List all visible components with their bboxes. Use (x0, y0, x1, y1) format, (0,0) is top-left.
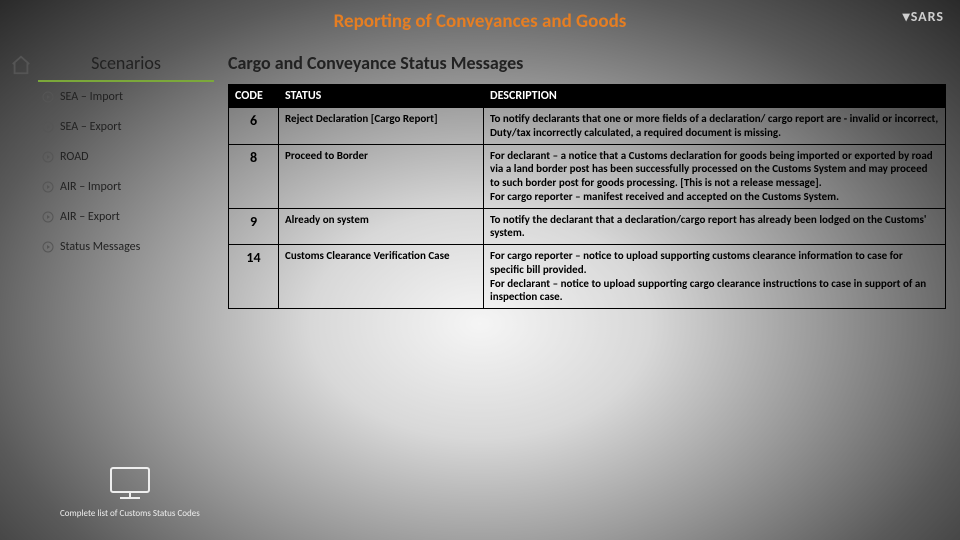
col-code: CODE (229, 85, 279, 108)
cell-status: Already on system (279, 208, 484, 245)
sidebar: Scenarios SEA – Import SEA – Export ROAD… (38, 48, 214, 309)
sidebar-item-label: AIR – Import (60, 180, 121, 194)
main-title: Cargo and Conveyance Status Messages (228, 48, 946, 84)
cell-code: 6 (229, 108, 279, 145)
footer-link[interactable]: Complete list of Customs Status Codes (60, 465, 200, 520)
play-bullet-icon (42, 121, 54, 133)
play-bullet-icon (42, 211, 54, 223)
status-table: CODE STATUS DESCRIPTION 6 Reject Declara… (228, 84, 946, 309)
brand-logo: ▾SARS (903, 8, 944, 25)
table-row: 9 Already on system To notify the declar… (229, 208, 946, 245)
home-icon[interactable] (10, 54, 32, 76)
main-content: Cargo and Conveyance Status Messages COD… (228, 48, 946, 309)
sidebar-item-air-export[interactable]: AIR – Export (38, 202, 214, 232)
cell-status: Proceed to Border (279, 144, 484, 208)
table-row: 6 Reject Declaration [Cargo Report] To n… (229, 108, 946, 145)
sidebar-item-label: Status Messages (60, 240, 140, 254)
sidebar-item-status-messages[interactable]: Status Messages (38, 232, 214, 262)
table-header-row: CODE STATUS DESCRIPTION (229, 85, 946, 108)
footer-text: Complete list of Customs Status Codes (60, 509, 200, 520)
cell-status: Reject Declaration [Cargo Report] (279, 108, 484, 145)
sidebar-item-road[interactable]: ROAD (38, 142, 214, 172)
sidebar-item-label: SEA – Export (60, 120, 121, 134)
cell-description: To notify declarants that one or more fi… (484, 108, 946, 145)
play-bullet-icon (42, 91, 54, 103)
cell-description: For declarant – a notice that a Customs … (484, 144, 946, 208)
sidebar-item-air-import[interactable]: AIR – Import (38, 172, 214, 202)
cell-code: 9 (229, 208, 279, 245)
monitor-icon (108, 465, 152, 501)
table-row: 14 Customs Clearance Verification Case F… (229, 245, 946, 309)
play-bullet-icon (42, 151, 54, 163)
sidebar-item-sea-export[interactable]: SEA – Export (38, 112, 214, 142)
cell-status: Customs Clearance Verification Case (279, 245, 484, 309)
play-bullet-icon (42, 181, 54, 193)
sidebar-title: Scenarios (38, 48, 214, 82)
sidebar-item-label: ROAD (60, 150, 89, 164)
page-title: Reporting of Conveyances and Goods (334, 10, 627, 33)
sidebar-item-sea-import[interactable]: SEA – Import (38, 82, 214, 112)
play-bullet-icon (42, 241, 54, 253)
cell-code: 14 (229, 245, 279, 309)
cell-code: 8 (229, 144, 279, 208)
col-status: STATUS (279, 85, 484, 108)
sidebar-item-label: AIR – Export (60, 210, 120, 224)
cell-description: For cargo reporter – notice to upload su… (484, 245, 946, 309)
table-row: 8 Proceed to Border For declarant – a no… (229, 144, 946, 208)
col-description: DESCRIPTION (484, 85, 946, 108)
sidebar-item-label: SEA – Import (60, 90, 123, 104)
cell-description: To notify the declarant that a declarati… (484, 208, 946, 245)
